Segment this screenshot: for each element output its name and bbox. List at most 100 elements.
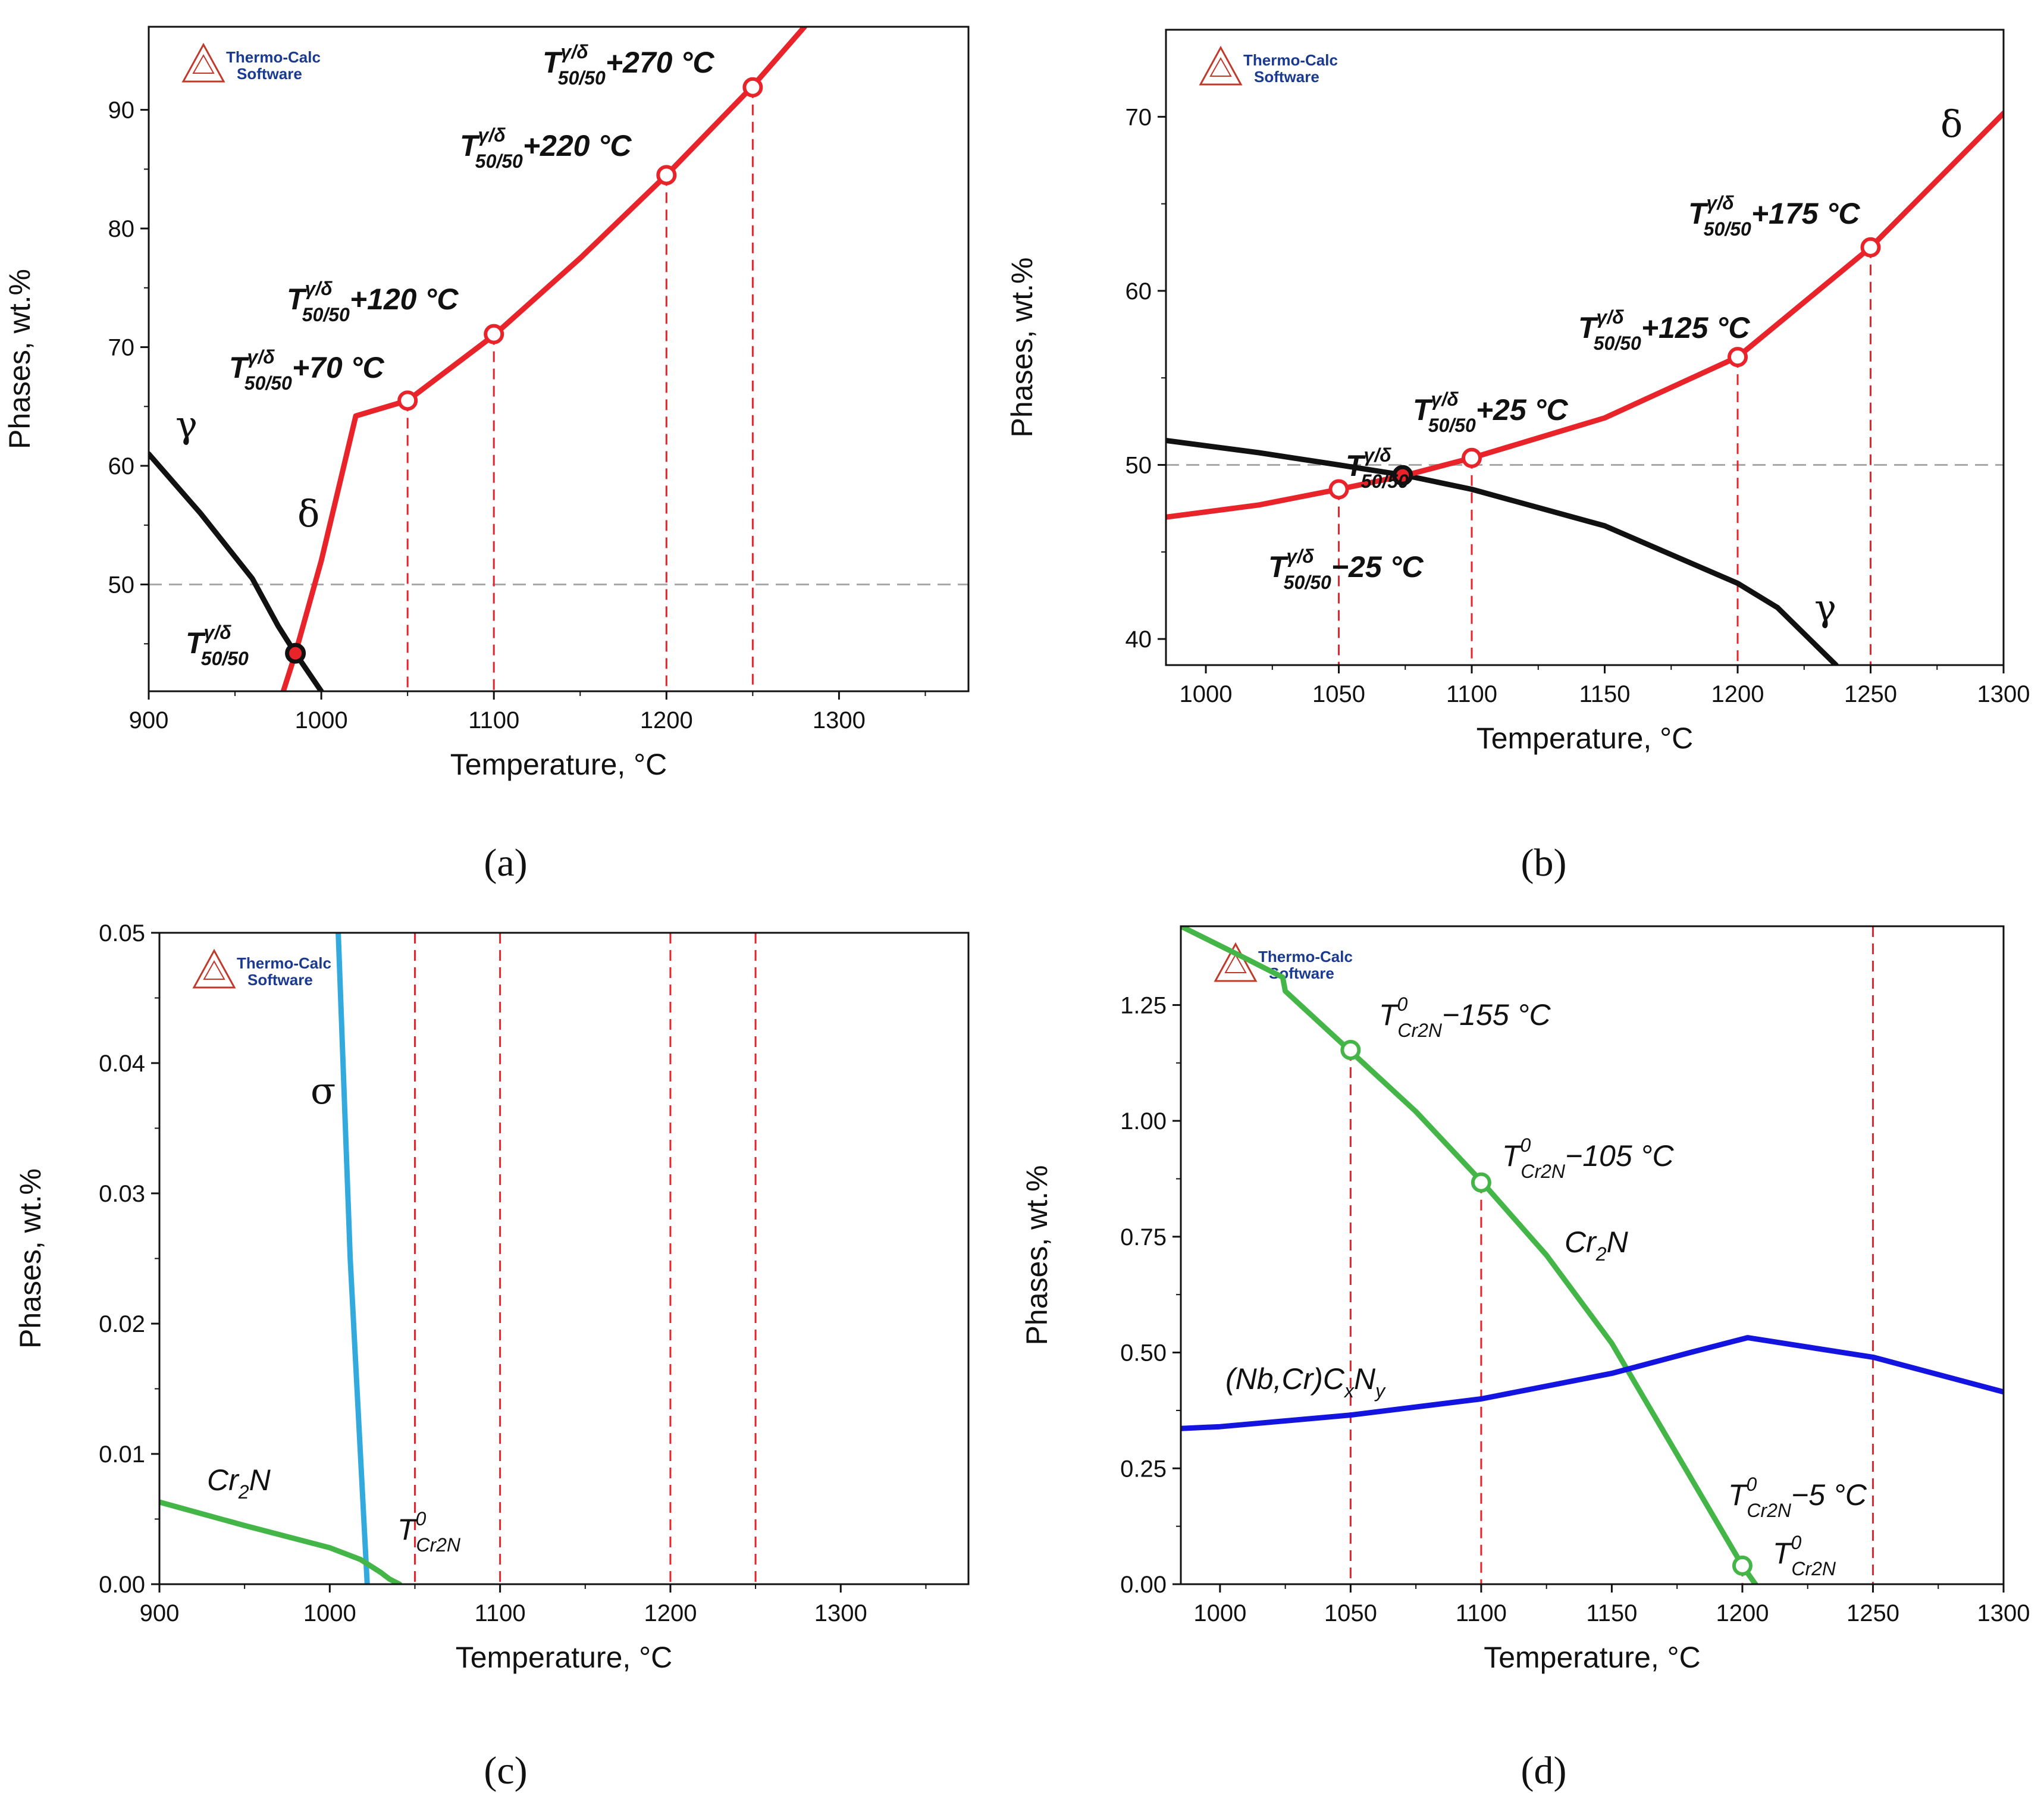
y-tick-label: 50 [1126,453,1152,479]
y-tick-label: 80 [108,216,135,242]
plot-background [1166,30,2004,665]
plot-frame [148,26,970,692]
point-annotation-2: Tγ/δ 50/50+25 °C [1413,388,1569,436]
phase-label-1: δ [297,492,319,535]
y-tick-label: 1.00 [1120,1108,1167,1134]
point-annotation-1: T0 Cr2N−105 °C [1502,1134,1675,1182]
data-point-4 [742,77,763,98]
x-tick-label: 1100 [468,707,519,734]
x-tick-label: 1050 [1324,1600,1377,1626]
phase-label-0: γ [1814,586,1836,629]
data-point-0 [285,642,306,664]
data-point-0 [1328,479,1349,500]
phase-label-0: γ [175,403,197,446]
y-tick-label: 70 [108,335,135,361]
data-point-0 [1340,1039,1361,1060]
y-tick-label: 0.02 [99,1311,145,1337]
series-line-0 [1166,438,1839,665]
y-axis-title: Phases, wt.% [1005,258,1039,438]
plot-background [1181,926,2004,1584]
data-point-3 [656,165,677,186]
logo-triangle-icon [1214,942,1258,982]
y-tick-label: 0.01 [99,1441,145,1468]
data-point-1 [1392,465,1413,486]
y-tick-label: 0.50 [1120,1340,1167,1366]
y-tick-label: 40 [1126,626,1152,653]
logo-line2: Software [237,65,302,83]
x-tick-label: 1250 [1847,1600,1899,1626]
x-tick-label: 900 [129,707,169,734]
plot-frame [1180,925,2005,1585]
x-tick-label: 1200 [1716,1600,1769,1626]
point-annotation-0: T0 Cr2N−155 °C [1379,993,1551,1041]
panel-label: (a) [484,841,527,885]
point-annotation-3: Tγ/δ 50/50+125 °C [1578,306,1750,354]
logo-line2: Software [247,971,313,989]
point-annotation-1: Tγ/δ 50/50 [1346,444,1409,492]
data-point-4 [1860,237,1881,258]
point-annotation-2: T0 Cr2N−5 °C [1728,1474,1867,1521]
x-tick-label: 900 [140,1600,180,1626]
x-tick-label: 1250 [1844,681,1897,707]
y-tick-label: 90 [108,98,135,124]
x-tick-label: 1150 [1586,1600,1637,1626]
data-point-2 [1732,1555,1753,1576]
point-annotation-0: Tγ/δ 50/50 [186,622,249,669]
y-tick-label: 70 [1126,104,1152,130]
y-tick-label: 0.04 [99,1051,145,1077]
x-tick-label: 1150 [1579,681,1631,707]
y-tick-label: 50 [108,572,135,598]
series-group [1181,926,2004,1584]
series-line-0 [1181,926,1758,1584]
y-axis-title: Phases, wt.% [14,1168,47,1349]
data-point-3 [1728,347,1748,368]
point-annotation-0: T0 Cr2N [397,1508,461,1556]
data-point-2 [1462,447,1482,468]
series-line-1 [159,1499,403,1584]
logo-triangle-icon [181,42,225,83]
x-axis-title: Temperature, °C [450,748,667,781]
point-annotation-1: Tγ/δ 50/50+70 °C [229,346,385,394]
x-tick-label: 1000 [1180,681,1233,707]
x-tick-label: 1300 [1977,1600,2030,1626]
x-axis-title: Temperature, °C [456,1641,673,1674]
x-axis-title: Temperature, °C [1484,1641,1701,1674]
plot-background [149,27,968,691]
phase-label-cr2n: Cr2N [1565,1225,1629,1265]
logo-triangle-inner-icon [203,960,225,980]
y-tick-label: 60 [108,453,135,479]
x-tick-label: 1200 [644,1600,697,1626]
y-tick-label: 60 [1126,278,1152,305]
panel-label: (d) [1521,1749,1567,1792]
y-axis-title: Phases, wt.% [3,269,36,449]
point-annotation-4: Tγ/δ 50/50+270 °C [543,41,714,89]
logo-line1: Thermo-Calc [226,48,321,66]
logo-triangle-inner-icon [1209,57,1232,77]
series-group [159,933,403,1584]
y-axis-title: Phases, wt.% [1020,1165,1054,1346]
x-tick-label: 1100 [1446,681,1497,707]
logo-line2: Software [1254,68,1319,86]
series-line-0 [336,933,370,1584]
y-tick-label: 0.00 [99,1572,145,1598]
phase-label-nbcrcxny: (Nb,Cr)CxNy [1225,1362,1386,1402]
y-tick-label: 0.25 [1120,1456,1167,1482]
plot-frame [1165,29,2005,666]
x-tick-label: 1000 [295,707,348,734]
logo-triangle-icon [1199,45,1243,86]
panel-label: (c) [484,1749,527,1792]
y-tick-label: 0.00 [1120,1572,1167,1598]
point-annotation-0: Tγ/δ 50/50−25 °C [1268,546,1424,593]
point-annotation-3: T0 Cr2N [1773,1532,1836,1579]
point-annotation-3: Tγ/δ 50/50+220 °C [460,124,632,172]
x-tick-label: 1050 [1312,681,1365,707]
x-tick-label: 1300 [814,1600,867,1626]
y-tick-label: 0.05 [99,920,145,946]
